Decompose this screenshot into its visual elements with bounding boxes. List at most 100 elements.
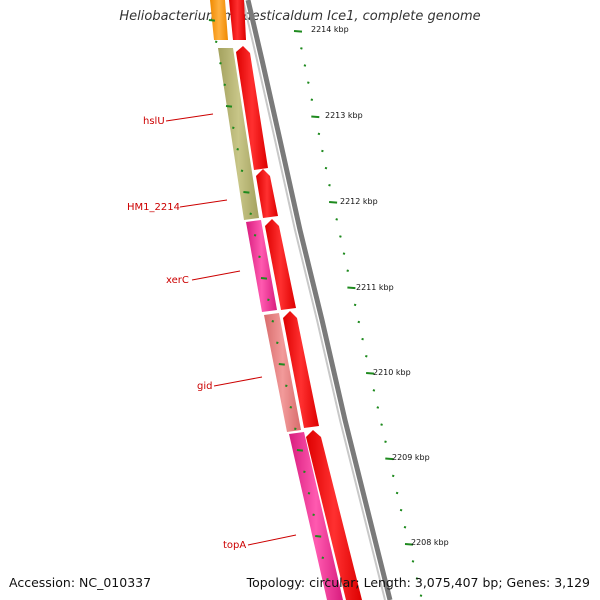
- scale-minor-tick: [411, 560, 415, 563]
- inner-major-tick: [225, 105, 233, 108]
- scale-minor-tick: [324, 166, 328, 170]
- gene-label-topA[interactable]: topA: [223, 540, 246, 551]
- scale-minor-tick: [376, 406, 380, 409]
- inner-minor-tick: [267, 298, 270, 302]
- inner-minor-tick: [303, 470, 306, 474]
- scale-minor-tick: [395, 491, 399, 495]
- inner-tick-row: [208, 19, 329, 581]
- topology-text: Topology: circular; Length: 3,075,407 bp…: [246, 575, 590, 590]
- inner-minor-tick: [249, 212, 252, 216]
- scale-major-tick: [404, 543, 414, 546]
- outer-strand: [229, 0, 362, 600]
- scale-minor-tick: [384, 440, 387, 443]
- scale-minor-tick: [357, 320, 361, 324]
- inner-minor-tick: [312, 513, 315, 517]
- inner-minor-tick: [253, 234, 257, 237]
- leader-hslU: [165, 113, 214, 122]
- gene-block-gid[interactable]: [264, 313, 301, 432]
- scale-major-tick: [366, 372, 375, 375]
- inner-strand: [210, 0, 343, 600]
- inner-major-tick: [296, 449, 303, 452]
- tick-label-2214: 2214 kbp: [311, 25, 349, 34]
- inner-major-tick: [208, 19, 215, 22]
- scale-major-tick: [329, 201, 338, 204]
- inner-minor-tick: [289, 406, 293, 409]
- backbone-track-shadow: [242, 0, 386, 600]
- gene-label-leaders: [165, 113, 297, 546]
- scale-minor-tick: [321, 149, 324, 153]
- gene-labels: hslU HM1_2214 xerC gid topA: [127, 116, 246, 551]
- scale-minor-tick: [339, 235, 342, 238]
- scale-minor-tick: [365, 354, 368, 358]
- inner-minor-tick: [214, 40, 218, 44]
- scale-minor-tick: [300, 47, 303, 50]
- inner-minor-tick: [276, 341, 279, 345]
- scale-minor-tick: [419, 594, 423, 597]
- gene-arrow-1[interactable]: [229, 0, 246, 40]
- inner-major-tick: [315, 535, 322, 538]
- scale-minor-tick: [303, 64, 307, 67]
- scale-minor-tick: [346, 269, 349, 272]
- scale-minor-tick: [415, 577, 419, 580]
- inner-major-tick: [260, 277, 268, 280]
- gene-label-gid[interactable]: gid: [197, 381, 212, 392]
- backbone-track: [245, 0, 393, 600]
- scale-major-tick: [385, 457, 394, 461]
- scale-minor-tick: [353, 303, 357, 307]
- inner-minor-tick: [219, 62, 222, 65]
- leader-gid: [213, 376, 263, 387]
- scale-minor-tick: [317, 132, 321, 136]
- inner-minor-tick: [232, 126, 235, 130]
- inner-major-tick: [278, 363, 285, 366]
- inner-minor-tick: [326, 578, 329, 581]
- leader-HM1_2214: [179, 199, 228, 208]
- scale-minor-tick: [361, 337, 364, 341]
- gene-label-hslU[interactable]: hslU: [143, 116, 165, 127]
- gene-label-xerC[interactable]: xerC: [166, 275, 189, 286]
- scale-minor-tick: [335, 218, 338, 221]
- scale-minor-tick: [399, 508, 403, 512]
- scale-minor-tick: [403, 525, 407, 529]
- scale-minor-tick: [372, 389, 376, 392]
- gene-arrow-6[interactable]: [306, 430, 362, 600]
- gene-label-HM1_2214[interactable]: HM1_2214: [127, 202, 180, 213]
- inner-minor-tick: [271, 320, 275, 323]
- gene-arrow-2[interactable]: [236, 46, 268, 170]
- inner-minor-tick: [236, 148, 239, 151]
- tick-label-2211: 2211 kbp: [356, 283, 394, 292]
- leader-xerC: [191, 270, 241, 281]
- scale-major-tick: [347, 286, 356, 290]
- scale-major-tick: [293, 30, 303, 33]
- accession-text: Accession: NC_010337: [9, 575, 152, 590]
- gene-arrow-5[interactable]: [283, 311, 319, 428]
- gene-arrow-3[interactable]: [256, 169, 278, 218]
- inner-minor-tick: [223, 83, 226, 87]
- inner-minor-tick: [258, 255, 261, 259]
- scale-major-tick: [311, 115, 320, 119]
- scale-tick-labels: 2214 kbp 2213 kbp 2212 kbp 2211 kbp 2210…: [311, 25, 449, 547]
- gene-arrow-4[interactable]: [265, 219, 296, 310]
- gene-block-top-orange[interactable]: [210, 0, 228, 40]
- inner-minor-tick: [240, 169, 244, 173]
- scale-minor-tick: [328, 183, 331, 187]
- inner-minor-tick: [294, 427, 297, 431]
- gene-block-xerC[interactable]: [246, 220, 277, 312]
- gene-block-topA[interactable]: [289, 432, 343, 600]
- tick-label-2212: 2212 kbp: [340, 197, 378, 206]
- tick-label-2213: 2213 kbp: [325, 111, 363, 120]
- scale-minor-tick: [307, 81, 310, 84]
- gene-block-hslU[interactable]: [218, 48, 259, 220]
- scale-tick-row: [293, 30, 423, 597]
- tick-label-2209: 2209 kbp: [392, 453, 430, 462]
- tick-label-2210: 2210 kbp: [373, 368, 411, 377]
- inner-major-tick: [243, 191, 250, 194]
- inner-minor-tick: [307, 492, 311, 495]
- inner-minor-tick: [321, 556, 325, 560]
- leader-topA: [247, 534, 297, 546]
- inner-minor-tick: [285, 384, 288, 388]
- scale-minor-tick: [391, 474, 395, 478]
- tick-label-2208: 2208 kbp: [411, 538, 449, 547]
- scale-minor-tick: [310, 98, 314, 101]
